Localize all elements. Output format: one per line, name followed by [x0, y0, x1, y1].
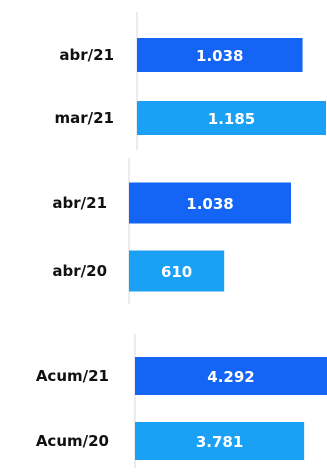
- bar: [137, 38, 303, 72]
- category-label: abr/21: [59, 46, 114, 64]
- chart-panel-2: abr/21 1.038 abr/20 610: [52, 158, 291, 304]
- value-label: 610: [161, 263, 192, 281]
- value-label: 1.185: [208, 110, 255, 128]
- bar: [129, 250, 225, 292]
- bar: [129, 182, 291, 224]
- chart-panel-1: abr/21 1.038 mar/21 1.185: [54, 12, 326, 150]
- value-label: 4.292: [207, 368, 254, 386]
- category-label: Acum/21: [36, 367, 109, 385]
- bar: [135, 357, 327, 395]
- category-label: Acum/20: [36, 432, 109, 450]
- category-label: abr/21: [52, 194, 107, 212]
- bar: [135, 422, 305, 460]
- value-label: 1.038: [196, 47, 243, 65]
- bar: [137, 101, 326, 135]
- value-label: 3.781: [196, 433, 243, 451]
- chart-panel-3: Acum/21 4.292 Acum/20 3.781: [36, 334, 327, 468]
- value-label: 1.038: [186, 195, 233, 213]
- category-label: abr/20: [52, 262, 107, 280]
- category-label: mar/21: [54, 109, 114, 127]
